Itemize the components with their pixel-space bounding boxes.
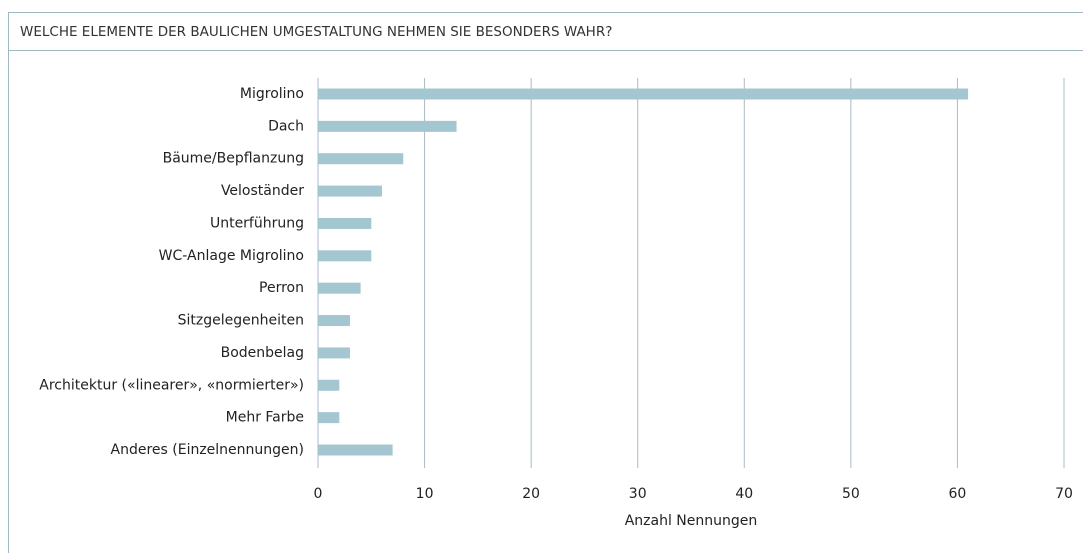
x-tick-label: 70 [1055,486,1073,502]
bar [318,444,393,456]
y-tick-label: Sitzgelegenheiten [178,313,304,329]
y-tick-label: Architektur («linearer», «normierter») [39,377,304,393]
x-tick-label: 40 [735,486,753,502]
bar [318,379,340,391]
x-tick-label: 20 [522,486,540,502]
y-tick-label: Unterführung [210,215,304,231]
x-tick-label: 60 [949,486,967,502]
y-tick-label: Bäume/Bepflanzung [163,151,304,167]
y-tick-label: Bodenbelag [221,345,304,361]
frame [8,12,1083,553]
y-tick-label: Veloständer [221,183,304,199]
x-tick-label: 30 [629,486,647,502]
x-tick-label: 50 [842,486,860,502]
bar [318,250,372,262]
y-tick-label: WC-Anlage Migrolino [159,248,304,264]
bar [318,153,404,165]
y-tick-label: Migrolino [240,86,304,102]
y-tick-label: Anderes (Einzelnennungen) [111,442,305,458]
x-axis-label: Anzahl Nennungen [625,513,758,529]
x-tick-label: 10 [416,486,434,502]
y-tick-label: Mehr Farbe [226,410,304,426]
bar [318,217,372,229]
y-tick-label: Perron [259,280,304,296]
bar [318,185,382,197]
x-tick-label: 0 [314,486,323,502]
chart-title: WELCHE ELEMENTE DER BAULICHEN UMGESTALTU… [20,24,612,40]
y-tick-label: Dach [268,118,304,134]
bar [318,412,340,424]
bar [318,315,350,327]
bar [318,120,457,132]
bar [318,347,350,359]
bar [318,88,969,100]
bar [318,282,361,294]
